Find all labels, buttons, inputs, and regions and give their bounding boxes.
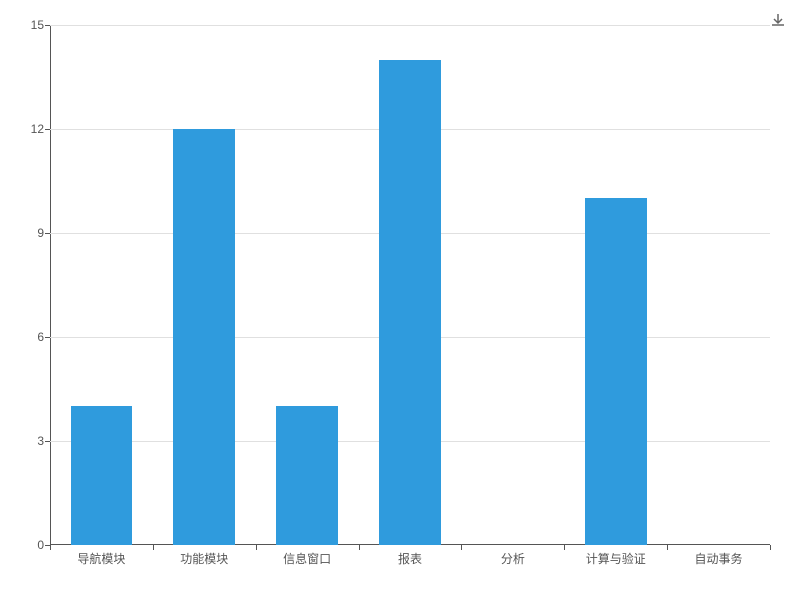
- x-category-label: 计算与验证: [586, 550, 646, 567]
- bar[interactable]: [379, 60, 441, 545]
- y-tick-label: 15: [31, 18, 44, 32]
- bar[interactable]: [585, 198, 647, 545]
- x-tick: [667, 545, 668, 550]
- x-category-label: 分析: [501, 550, 525, 567]
- y-tick-label: 6: [37, 330, 44, 344]
- bar[interactable]: [173, 129, 235, 545]
- y-tick: [45, 337, 50, 338]
- bar[interactable]: [71, 406, 133, 545]
- y-tick-label: 0: [37, 538, 44, 552]
- x-tick: [50, 545, 51, 550]
- y-tick: [45, 233, 50, 234]
- x-category-label: 自动事务: [695, 550, 743, 567]
- x-category-label: 报表: [398, 550, 422, 567]
- y-axis: [50, 25, 51, 545]
- y-tick-label: 12: [31, 122, 44, 136]
- x-category-label: 导航模块: [77, 550, 125, 567]
- x-tick: [256, 545, 257, 550]
- x-category-label: 功能模块: [180, 550, 228, 567]
- x-tick: [461, 545, 462, 550]
- plot-area: [50, 25, 770, 545]
- bar[interactable]: [276, 406, 338, 545]
- y-tick-label: 9: [37, 226, 44, 240]
- y-tick: [45, 441, 50, 442]
- x-tick: [770, 545, 771, 550]
- y-tick: [45, 129, 50, 130]
- x-category-label: 信息窗口: [283, 550, 331, 567]
- bar-chart: [0, 0, 800, 600]
- y-tick-label: 3: [37, 434, 44, 448]
- gridline: [50, 25, 770, 26]
- x-tick: [564, 545, 565, 550]
- x-tick: [153, 545, 154, 550]
- x-tick: [359, 545, 360, 550]
- y-tick: [45, 25, 50, 26]
